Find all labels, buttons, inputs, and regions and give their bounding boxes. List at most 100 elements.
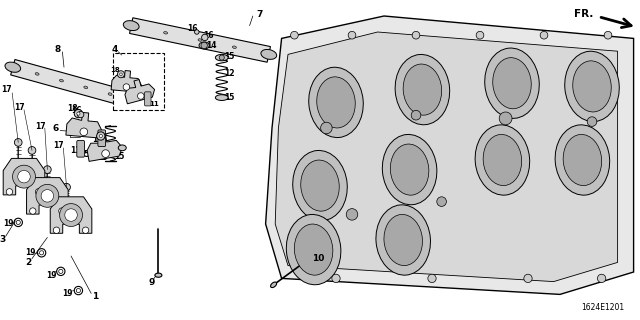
Circle shape xyxy=(63,183,70,191)
Polygon shape xyxy=(66,112,102,138)
Text: 19: 19 xyxy=(46,271,56,280)
Text: 15: 15 xyxy=(114,152,124,161)
Circle shape xyxy=(321,122,332,134)
Circle shape xyxy=(195,30,199,34)
Circle shape xyxy=(332,274,340,283)
Circle shape xyxy=(346,209,358,220)
Circle shape xyxy=(74,109,83,118)
Circle shape xyxy=(102,150,109,157)
Circle shape xyxy=(40,251,44,255)
Circle shape xyxy=(77,111,84,118)
Polygon shape xyxy=(111,70,141,92)
Ellipse shape xyxy=(317,77,355,128)
Text: 16: 16 xyxy=(187,24,197,33)
Circle shape xyxy=(138,93,144,99)
Ellipse shape xyxy=(118,145,126,151)
Text: 8: 8 xyxy=(54,45,61,54)
Ellipse shape xyxy=(5,62,20,72)
Ellipse shape xyxy=(292,150,348,221)
Circle shape xyxy=(44,166,51,173)
Polygon shape xyxy=(266,16,634,294)
Ellipse shape xyxy=(395,54,450,125)
Ellipse shape xyxy=(108,93,112,95)
Circle shape xyxy=(37,249,46,257)
FancyBboxPatch shape xyxy=(77,140,84,157)
Ellipse shape xyxy=(308,67,364,138)
Text: 5: 5 xyxy=(83,150,90,159)
Text: 6: 6 xyxy=(53,124,59,133)
Text: 3: 3 xyxy=(0,235,6,244)
Text: 9: 9 xyxy=(149,278,155,287)
Circle shape xyxy=(18,170,30,183)
Ellipse shape xyxy=(573,61,611,112)
Ellipse shape xyxy=(376,205,431,275)
Ellipse shape xyxy=(483,134,522,186)
Ellipse shape xyxy=(215,95,228,100)
Text: 14: 14 xyxy=(206,41,216,50)
FancyBboxPatch shape xyxy=(145,92,151,106)
Circle shape xyxy=(28,147,36,154)
Circle shape xyxy=(123,84,130,90)
Circle shape xyxy=(59,269,63,273)
Ellipse shape xyxy=(286,214,341,285)
Circle shape xyxy=(6,189,13,195)
Polygon shape xyxy=(51,197,92,233)
Ellipse shape xyxy=(403,64,442,115)
Circle shape xyxy=(524,274,532,283)
Text: 19: 19 xyxy=(62,289,72,298)
Ellipse shape xyxy=(390,144,429,195)
Text: 18: 18 xyxy=(68,104,78,113)
Ellipse shape xyxy=(564,51,620,122)
Circle shape xyxy=(15,139,22,146)
Circle shape xyxy=(56,267,65,276)
Text: 4: 4 xyxy=(111,45,118,54)
Ellipse shape xyxy=(475,125,530,195)
Ellipse shape xyxy=(155,273,162,277)
Text: 10: 10 xyxy=(312,254,324,263)
Circle shape xyxy=(428,274,436,283)
Ellipse shape xyxy=(555,125,610,195)
Polygon shape xyxy=(275,32,618,282)
Circle shape xyxy=(80,128,88,136)
Ellipse shape xyxy=(164,32,168,34)
Ellipse shape xyxy=(124,20,139,31)
Text: 11: 11 xyxy=(148,101,159,107)
Circle shape xyxy=(219,55,225,60)
Ellipse shape xyxy=(232,46,236,48)
Circle shape xyxy=(499,112,512,125)
Ellipse shape xyxy=(493,58,531,109)
Text: 19: 19 xyxy=(25,248,36,257)
Text: 2: 2 xyxy=(25,258,31,267)
Text: 16: 16 xyxy=(71,106,81,115)
Text: 17: 17 xyxy=(14,103,24,112)
Text: 11: 11 xyxy=(70,146,81,155)
Circle shape xyxy=(74,286,83,295)
Circle shape xyxy=(60,204,83,227)
Circle shape xyxy=(202,34,208,41)
Polygon shape xyxy=(129,18,271,62)
Circle shape xyxy=(412,31,420,39)
Ellipse shape xyxy=(382,134,437,205)
Ellipse shape xyxy=(215,54,228,61)
Ellipse shape xyxy=(60,79,63,82)
Circle shape xyxy=(35,189,42,195)
Circle shape xyxy=(41,189,54,202)
Ellipse shape xyxy=(384,214,422,266)
Ellipse shape xyxy=(301,160,339,211)
Ellipse shape xyxy=(261,49,276,60)
FancyBboxPatch shape xyxy=(113,53,164,110)
Text: 19: 19 xyxy=(3,220,13,228)
Polygon shape xyxy=(26,178,68,214)
Text: 12: 12 xyxy=(225,69,235,78)
Circle shape xyxy=(348,31,356,39)
Circle shape xyxy=(65,209,77,221)
Ellipse shape xyxy=(84,86,88,89)
Circle shape xyxy=(16,220,20,225)
Circle shape xyxy=(99,134,102,138)
Circle shape xyxy=(604,31,612,39)
Ellipse shape xyxy=(127,96,142,106)
Circle shape xyxy=(13,165,35,188)
Text: 17: 17 xyxy=(53,141,64,150)
FancyBboxPatch shape xyxy=(98,130,106,147)
Text: 7: 7 xyxy=(256,10,262,19)
